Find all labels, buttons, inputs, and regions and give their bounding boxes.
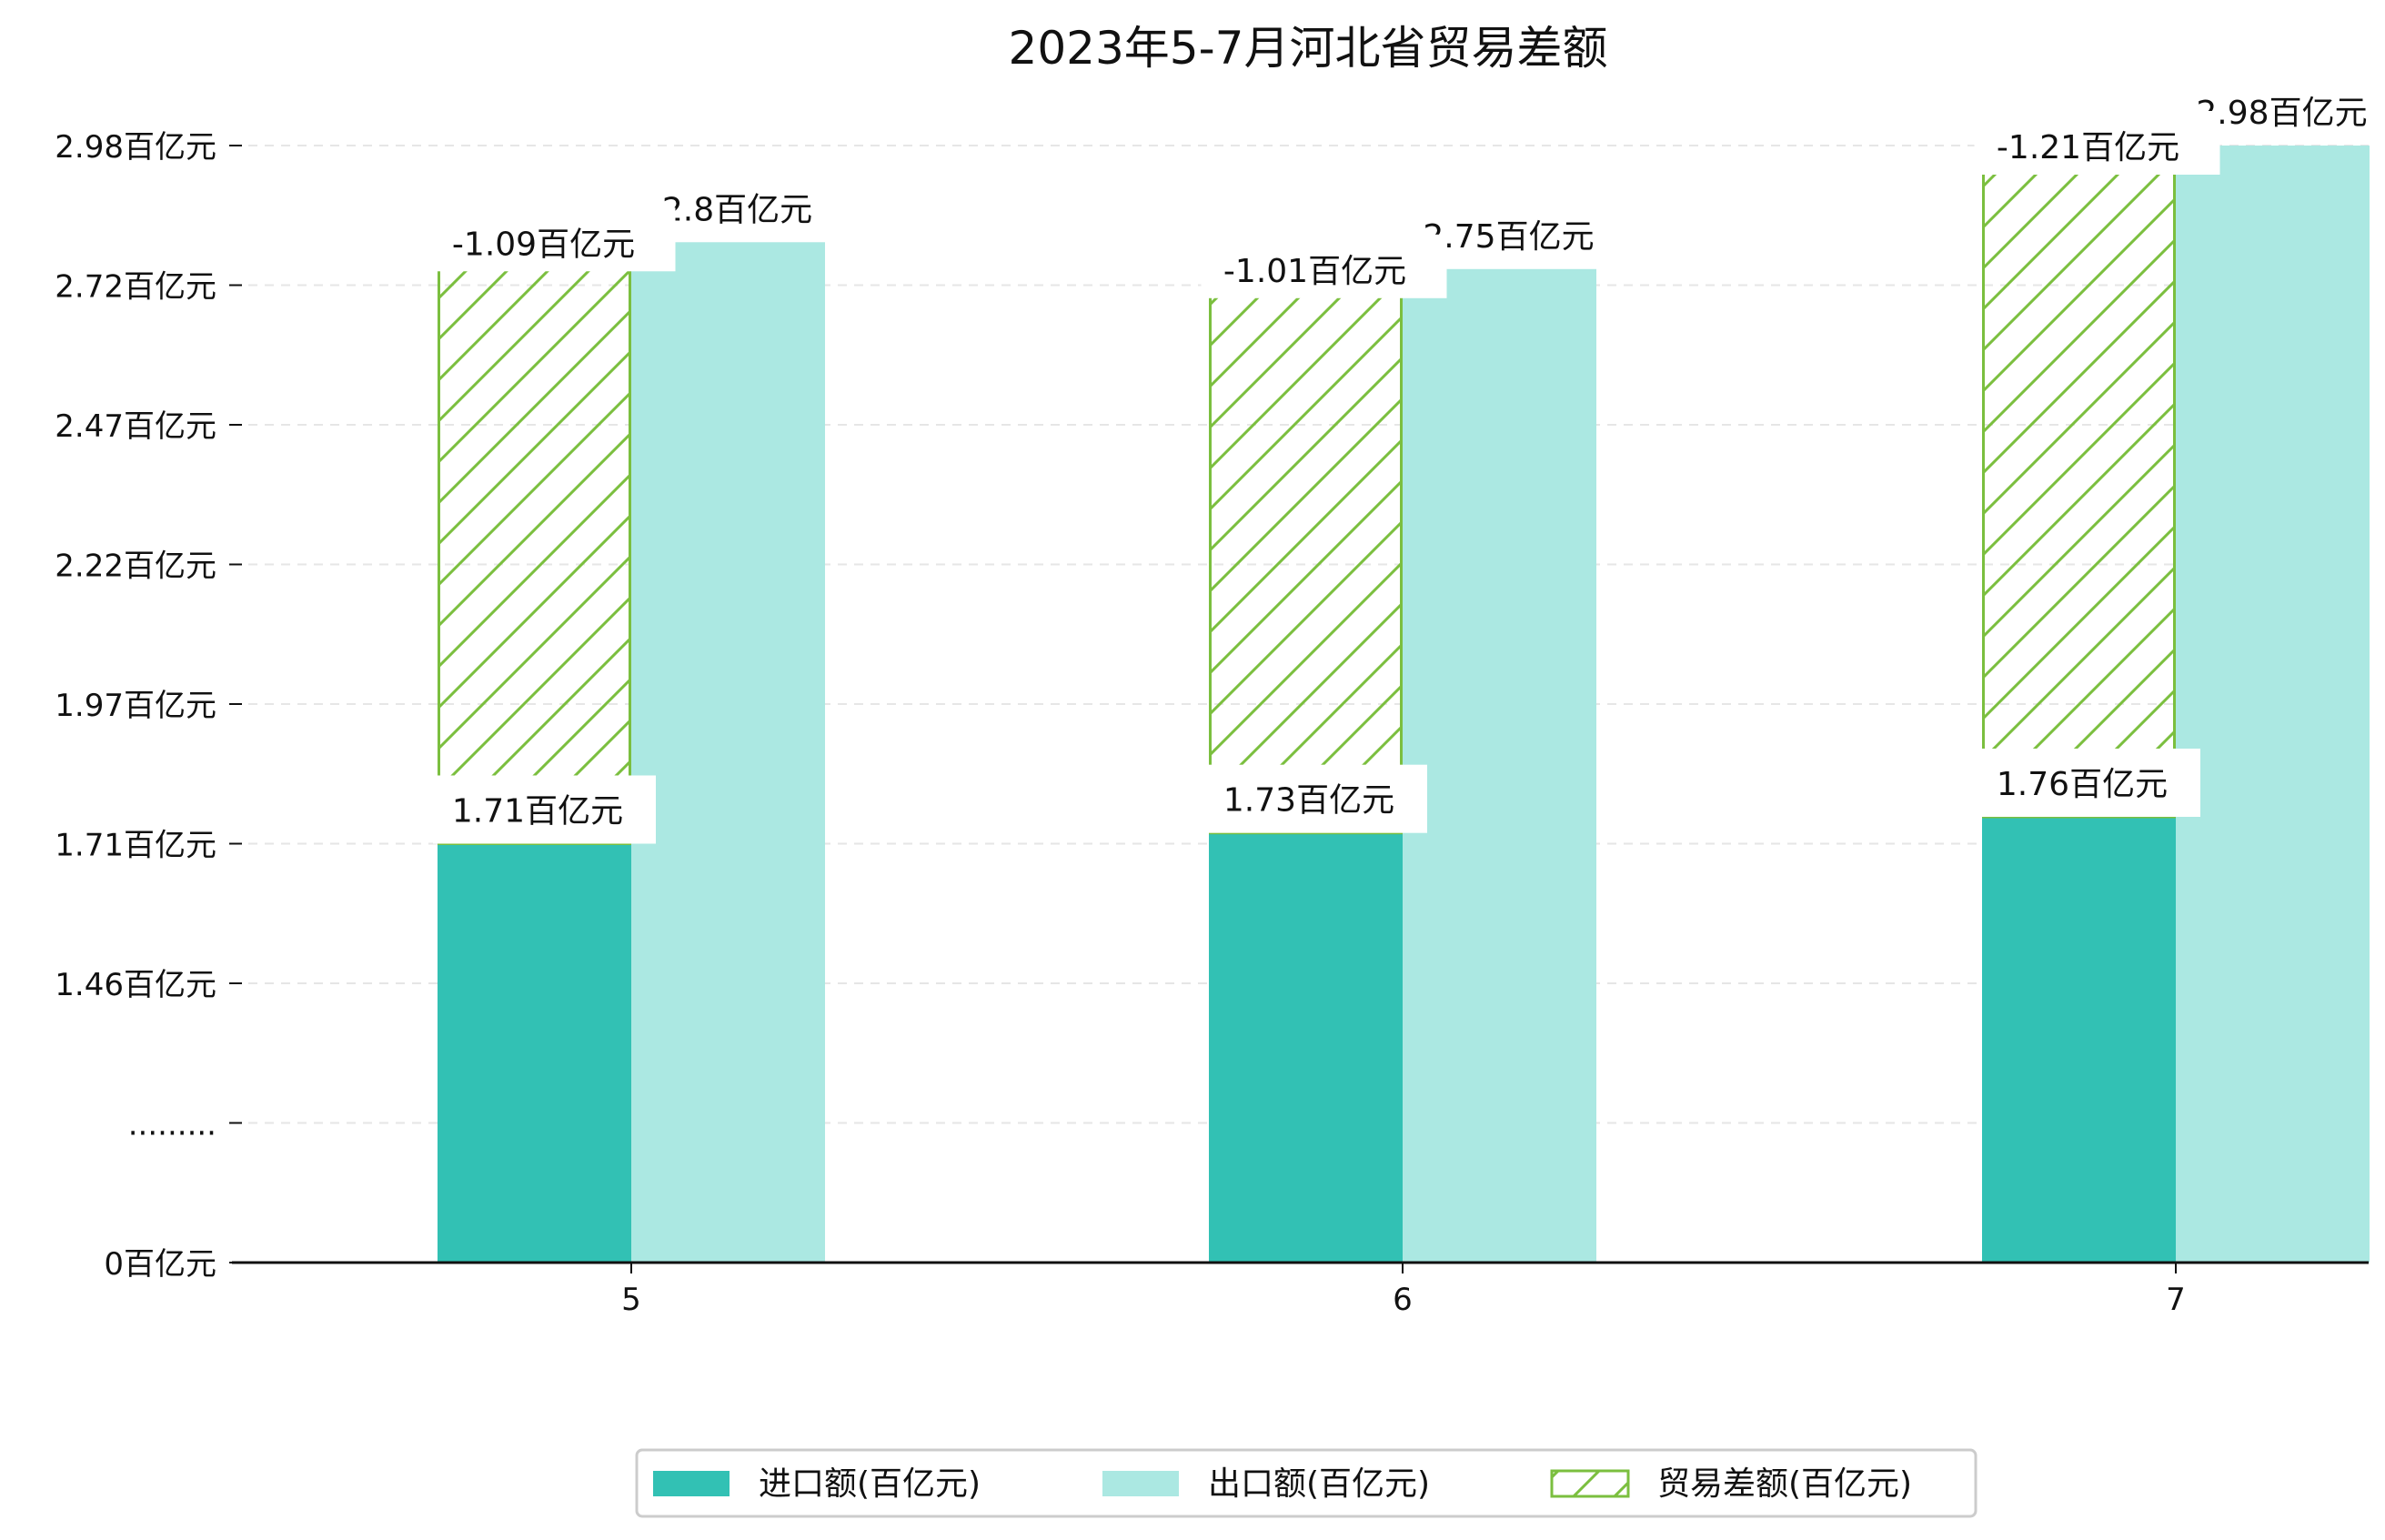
- balance-label: -1.01百亿元: [1223, 253, 1406, 290]
- balance-label: -1.09百亿元: [452, 226, 635, 263]
- y-tick-label: .........: [128, 1107, 216, 1143]
- export-label: 2.98百亿元: [2196, 95, 2367, 132]
- import-label: 1.71百亿元: [452, 793, 623, 830]
- import-bar: [1209, 833, 1403, 1263]
- legend-swatch-balance: [1552, 1471, 1628, 1496]
- legend-swatch-export: [1102, 1471, 1179, 1496]
- export-bar: [2176, 146, 2370, 1263]
- x-tick-label: 5: [621, 1282, 641, 1318]
- legend-label: 出口额(百亿元): [1208, 1465, 1430, 1503]
- chart-title: 2023年5-7月河北省贸易差额: [1009, 22, 1608, 75]
- export-bar: [1403, 269, 1596, 1263]
- y-tick-label: 2.98百亿元: [55, 129, 216, 166]
- import-bar: [1982, 817, 2176, 1263]
- export-label: 2.8百亿元: [662, 191, 812, 228]
- balance-bar: [1211, 269, 1402, 833]
- legend-label: 进口额(百亿元): [759, 1465, 981, 1503]
- y-tick-label: 1.71百亿元: [55, 828, 216, 864]
- y-tick-label: 1.46百亿元: [55, 967, 216, 1003]
- legend: 进口额(百亿元) 出口额(百亿元) 贸易差额(百亿元): [637, 1450, 1976, 1516]
- y-tick-label: 0百亿元: [104, 1246, 216, 1283]
- import-label: 1.76百亿元: [1997, 766, 2168, 803]
- legend-swatch-import: [653, 1471, 730, 1496]
- import-label: 1.73百亿元: [1223, 782, 1394, 820]
- y-tick-label: 1.97百亿元: [55, 688, 216, 724]
- y-tick-label: 2.22百亿元: [55, 549, 216, 585]
- x-tick-label: 6: [1393, 1282, 1413, 1318]
- legend-label: 贸易差额(百亿元): [1657, 1465, 1912, 1503]
- balance-bar: [439, 242, 630, 843]
- export-label: 2.75百亿元: [1423, 218, 1594, 256]
- balance-label: -1.21百亿元: [1997, 129, 2179, 166]
- y-tick-label: 2.47百亿元: [55, 408, 216, 445]
- import-bar: [438, 844, 631, 1263]
- x-tick-label: 7: [2166, 1282, 2186, 1318]
- balance-bar: [1984, 146, 2175, 817]
- y-tick-label: 2.72百亿元: [55, 269, 216, 306]
- export-bar: [631, 242, 825, 1263]
